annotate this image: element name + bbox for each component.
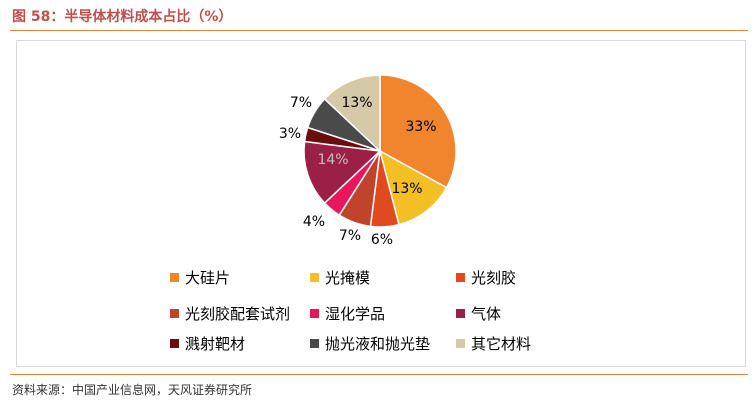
slice-data-label: 3% [279,126,301,142]
chart-frame [16,40,746,367]
slice-data-label: 13% [341,95,372,111]
pie-slice [378,149,448,226]
pie-slice [303,140,382,205]
bottom-rule [10,374,748,375]
slice-data-label: 7% [290,95,312,111]
slice-data-label: 4% [303,214,325,230]
figure-title: 图 58：半导体材料成本占比（%） [12,9,233,25]
slice-data-label: 14% [317,152,348,168]
slice-data-label: 6% [371,232,393,248]
slice-data-label: 33% [405,119,436,135]
source-note: 资料来源：中国产业信息网，天风证券研究所 [12,383,253,397]
top-rule [10,30,748,31]
pie-slice [323,74,381,153]
pie-slice [379,74,457,189]
slice-data-label: 7% [339,228,361,244]
slice-data-label: 13% [391,181,422,197]
